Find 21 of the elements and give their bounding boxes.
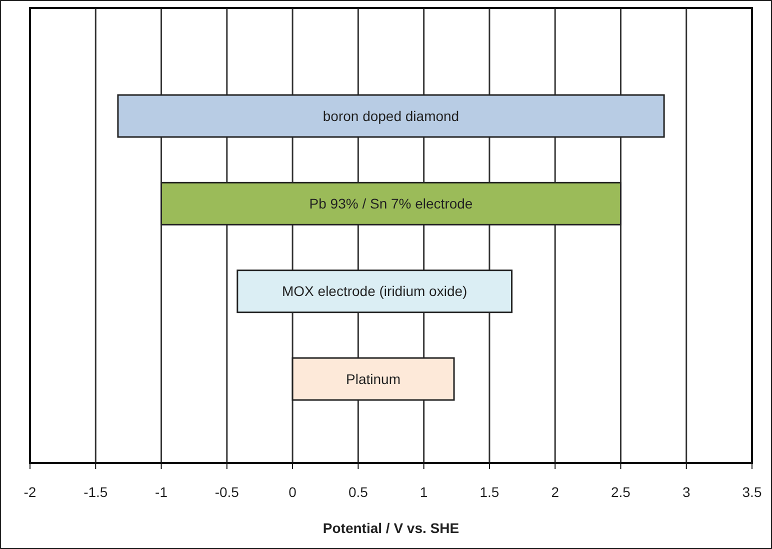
x-tick-label: 1.5 — [480, 484, 500, 500]
x-tick-label: 0.5 — [348, 484, 368, 500]
x-tick-label: -0.5 — [214, 484, 240, 500]
x-tick-label: -1.5 — [84, 484, 108, 500]
y-tick-label: boron doped diamond — [322, 108, 460, 124]
x-tick-label: -1 — [155, 484, 168, 500]
y-tick-label: Platinum — [346, 370, 401, 387]
x-axis-title: Potential / V vs. SHE — [322, 520, 460, 536]
y-tick-label: MOX electrode (iridium oxide) — [282, 283, 468, 300]
bar — [160, 182, 622, 226]
x-tick-label: -2 — [24, 484, 36, 500]
x-tick-label: 2 — [551, 484, 560, 500]
bar — [292, 357, 455, 401]
bar — [117, 94, 665, 138]
x-tick-label: 3 — [682, 484, 690, 500]
x-tick-label: 1 — [420, 484, 428, 500]
x-tick-label: 0 — [288, 484, 297, 500]
x-tick-label: 2.5 — [610, 484, 631, 500]
x-tick-label: 3.5 — [742, 484, 762, 500]
bar — [236, 270, 513, 314]
y-tick-label: Pb 93% / Sn 7% electrode — [309, 196, 473, 212]
